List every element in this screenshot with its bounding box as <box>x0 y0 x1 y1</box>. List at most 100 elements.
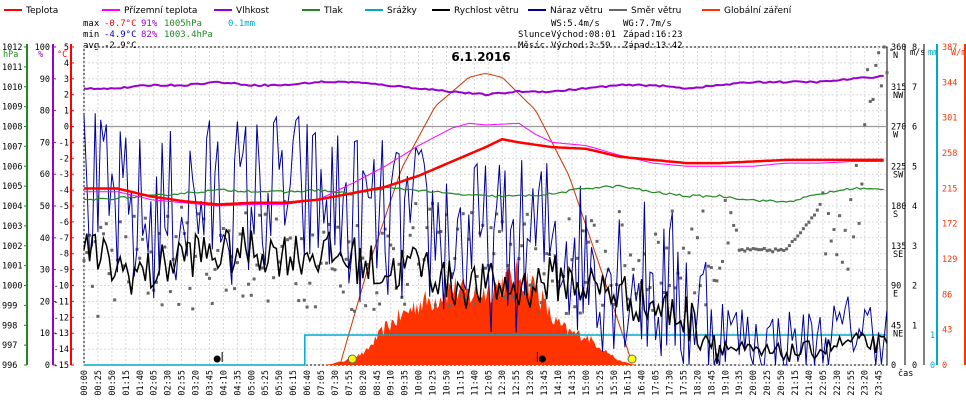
temp-tick-label: -1 <box>59 138 69 148</box>
wind-direction-point <box>695 236 699 240</box>
pressure-line <box>83 184 884 203</box>
wind-direction-point <box>757 248 761 252</box>
wind-direction-point <box>840 260 844 264</box>
wind-direction-point <box>386 234 390 238</box>
radiation-tick-label: 344 <box>942 78 957 88</box>
wind-direction-point <box>221 227 225 231</box>
wind-direction-point <box>383 227 387 231</box>
wind-direction-point <box>813 213 817 217</box>
wind-direction-point <box>832 228 836 232</box>
wind-direction-point <box>620 223 624 227</box>
temp-tick-label: -6 <box>59 218 69 228</box>
wind-direction-point <box>297 299 301 303</box>
pressure-tick-label: 996 <box>2 361 17 371</box>
wind-direction-point <box>645 288 649 292</box>
temp-tick-label: -14 <box>54 345 69 355</box>
wind-direction-point <box>801 227 805 231</box>
wind-direction-point <box>333 268 337 272</box>
rain-line <box>84 334 887 366</box>
wind-direction-point <box>810 216 814 220</box>
pressure-tick-label: 1010 <box>2 83 22 93</box>
time-tick-label: 15:00 <box>582 370 592 396</box>
wind-direction-point <box>244 211 248 215</box>
time-tick-label: 07:30 <box>331 370 341 396</box>
wind-direction-point <box>247 282 251 286</box>
wind-direction-point <box>570 258 574 262</box>
wind-direction-point <box>85 251 89 255</box>
legend-label: Vlhkost <box>236 6 269 16</box>
rain-total: 0.1mm <box>228 19 255 29</box>
time-tick-label: 16:15 <box>624 370 634 396</box>
radiation-area <box>324 258 637 365</box>
wind-direction-point <box>578 311 582 315</box>
wind-direction-point <box>124 235 128 239</box>
temp-tick-label: 5 <box>64 43 69 53</box>
direction-tick-label: 135 <box>891 242 906 252</box>
wind-direction-point <box>224 288 228 292</box>
wind-direction-point <box>651 308 655 312</box>
wind-direction-point <box>687 251 691 255</box>
time-tick-label: 22:55 <box>847 370 857 396</box>
pressure-tick-label: 1012 <box>2 43 22 53</box>
humidity-tick-label: 30 <box>40 266 50 276</box>
humidity-tick-label: 80 <box>40 107 50 117</box>
moonset-marker <box>538 355 546 363</box>
wind-direction-point <box>704 303 708 307</box>
humidity-tick-label: 90 <box>40 75 50 85</box>
moon-label: Měsíc <box>518 41 545 51</box>
time-tick-label: 12:05 <box>484 370 494 396</box>
wind-gust-line <box>83 113 888 366</box>
x-axis: 00:00 00:25 00:50 01:15 01:40 02:05 02:30 02:55… <box>80 368 913 396</box>
wind-direction-point <box>681 246 685 250</box>
radiation-tick-label: 86 <box>942 290 952 300</box>
temp-tick-label: -12 <box>54 313 69 323</box>
wind-direction-point <box>746 247 750 251</box>
wind-direction-point <box>821 191 825 195</box>
max-humidity: 91% <box>141 19 158 29</box>
wind-direction-point <box>665 246 669 250</box>
temp-tick-label: -11 <box>54 297 69 307</box>
wind-direction-point <box>865 68 869 72</box>
wind-direction-point <box>322 230 326 234</box>
pressure-tick-label: 1003 <box>2 222 22 232</box>
wind-direction-point <box>885 71 889 75</box>
ws-info: WS:5.4m/s <box>551 19 600 29</box>
time-tick-label: 12:55 <box>512 370 522 396</box>
wind-direction-point <box>177 302 181 306</box>
wind-direction-point <box>868 99 872 103</box>
wind-direction-point <box>238 232 242 236</box>
moonrise-info: Východ:3:59 <box>551 41 611 51</box>
wind-direction-point <box>436 230 440 234</box>
pressure-tick-label: 997 <box>2 341 17 351</box>
min-pressure: 1003.4hPa <box>164 30 213 40</box>
wind-direction-point <box>531 283 535 287</box>
wind-direction-point <box>403 302 407 306</box>
time-tick-label: 05:50 <box>275 370 285 396</box>
pressure-tick-label: 1004 <box>2 202 22 212</box>
time-tick-label: 22:05 <box>819 370 829 396</box>
wind-direction-point <box>826 211 830 215</box>
sunset-marker <box>627 354 637 364</box>
wind-direction-point <box>587 240 591 244</box>
wind-direction-point <box>299 237 303 241</box>
wind-direction-point <box>648 286 652 290</box>
wind-direction-point <box>102 232 106 236</box>
wind-direction-point <box>592 223 596 227</box>
rain-tick-label: 1 <box>930 331 935 341</box>
wind-direction-point <box>799 231 803 235</box>
wind-direction-point <box>272 276 276 280</box>
max-temp: -0.7°C <box>104 19 137 29</box>
wind-direction-point <box>163 245 167 249</box>
pressure-tick-label: 1000 <box>2 282 22 292</box>
wind-direction-point <box>180 205 184 209</box>
wind-direction-point <box>718 266 722 270</box>
wind-direction-point <box>852 235 856 239</box>
time-tick-label: 06:40 <box>303 370 313 396</box>
wind-direction-point <box>726 241 730 245</box>
radiation-tick-label: 387 <box>942 43 957 53</box>
wind-direction-point <box>227 229 231 233</box>
wind-direction-point <box>879 84 883 88</box>
wind-direction-point <box>361 256 365 260</box>
wind-direction-point <box>497 230 501 234</box>
wind-direction-point <box>355 224 359 228</box>
